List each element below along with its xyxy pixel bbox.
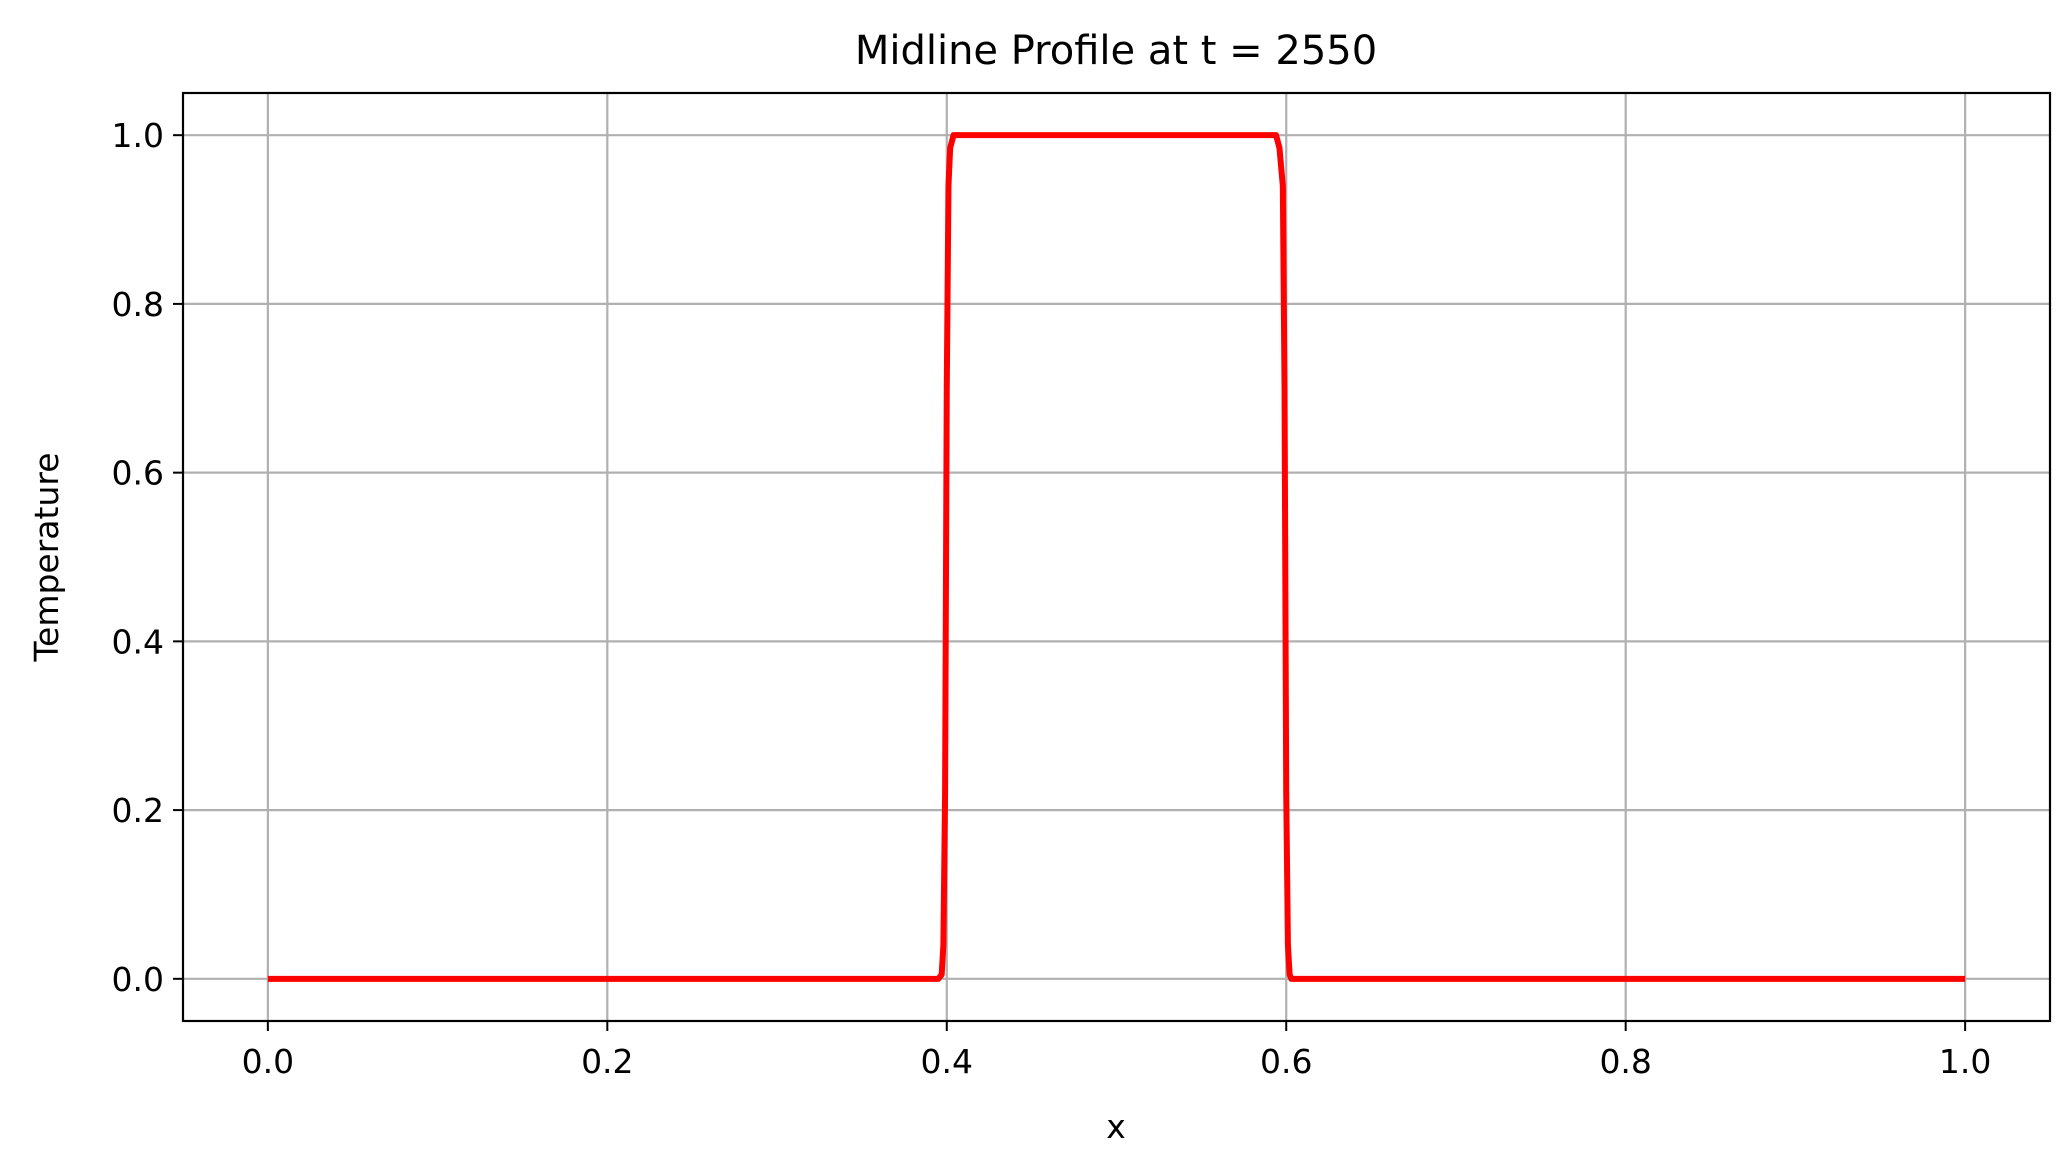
temperature-profile-line: [267, 132, 1966, 982]
tick-layer: 0.0 0.2 0.4 0.6 0.8 1.0 0.0 0.2 0.4 0.6 0.8 1.0: [112, 116, 1992, 1081]
y-tick-label: 0.6: [112, 454, 164, 493]
y-tick-label: 1.0: [112, 116, 164, 155]
y-axis-label: Temperature: [27, 452, 66, 662]
y-tick-label: 0.4: [112, 622, 164, 661]
line-layer: [267, 132, 1966, 982]
x-tick-label: 0.2: [581, 1042, 633, 1081]
y-tick-label: 0.0: [112, 960, 164, 999]
x-tick-label: 0.0: [242, 1042, 294, 1081]
y-tick-label: 0.8: [112, 285, 164, 324]
x-tick-label: 1.0: [1939, 1042, 1991, 1081]
x-tick-label: 0.6: [1260, 1042, 1312, 1081]
x-tick-label: 0.8: [1599, 1042, 1651, 1081]
plot-area-frame: [181, 91, 2052, 1023]
chart-title: Midline Profile at t = 2550: [855, 28, 1377, 74]
x-axis-label: x: [1106, 1107, 1126, 1146]
y-tick-label: 0.2: [112, 791, 164, 830]
grid-layer: [183, 93, 2050, 1021]
x-tick-label: 0.4: [921, 1042, 973, 1081]
